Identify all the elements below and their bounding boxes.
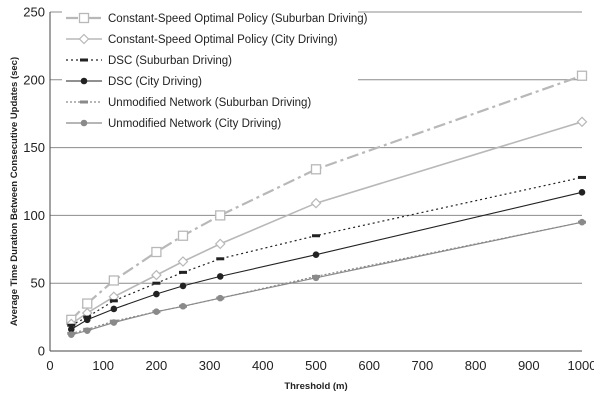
data-point [216,257,225,261]
data-point [153,308,160,315]
legend-entry-bg [62,115,358,131]
data-point [110,305,118,313]
series-line [70,121,583,325]
y-tick-label: 50 [31,276,45,291]
legend-entry-bg [62,10,358,26]
x-tick-label: 700 [412,358,434,373]
series [67,175,586,327]
data-point [110,319,118,326]
x-tick-label: 0 [46,358,53,373]
data-point [67,323,76,327]
x-tick-label: 300 [199,358,221,373]
x-tick-label: 200 [146,358,168,373]
data-point [152,281,161,285]
data-point [153,290,160,298]
legend-label: Unmodified Network (Suburban Driving) [108,97,311,109]
y-tick-label: 150 [23,140,45,155]
x-tick-label: 400 [252,358,274,373]
x-tick-label: 100 [92,358,114,373]
data-point [83,327,91,334]
data-point [214,238,226,250]
legend-label: DSC (City Driving) [108,76,202,88]
data-point [78,12,90,24]
series-line [71,221,583,334]
data-point [312,234,320,238]
data-point [216,294,224,302]
data-point [179,302,187,310]
data-point [215,210,226,221]
x-tick-label: 800 [465,358,487,373]
data-point [108,275,119,286]
x-tick-label: 900 [518,358,540,373]
data-point [310,197,322,209]
data-point [179,270,187,274]
legend-label: Unmodified Network (City Driving) [108,118,281,130]
data-point [576,116,588,128]
series [67,189,586,333]
x-tick-label: 500 [305,358,327,373]
legend-entry: Unmodified Network (City Driving) [62,115,358,131]
data-point [67,326,75,333]
legend-entry: DSC (City Driving) [62,73,358,89]
data-point [312,274,320,282]
data-point [578,218,586,226]
legend-entry-bg [62,73,358,89]
x-tick-label: 1000 [568,358,594,373]
x-tick-label: 600 [358,358,380,373]
data-point [67,331,75,339]
legend-entry: Constant-Speed Optimal Policy (Suburban … [62,10,368,26]
axes [49,12,582,352]
data-point [312,251,320,259]
data-point [179,282,187,290]
y-tick-label: 200 [23,72,45,87]
data-point [80,58,88,62]
data-point [216,273,224,280]
data-point [109,299,118,303]
data-point [151,269,162,281]
data-point [80,100,88,104]
y-tick-label: 250 [23,5,45,20]
data-point [177,256,189,267]
legend-entry: Unmodified Network (Suburban Driving) [62,94,358,110]
data-point [578,175,586,179]
series [65,116,588,330]
data-point [80,119,88,127]
legend: Constant-Speed Optimal Policy (Suburban … [62,10,368,131]
data-point [82,298,93,309]
data-point [177,230,189,241]
legend-label: Constant-Speed Optimal Policy (Suburban … [108,13,368,25]
series-line [71,191,583,330]
series-line [71,176,583,326]
data-point [80,77,88,85]
data-point [151,246,162,258]
series-lines [65,70,588,339]
y-axis-title: Average Time Duration Between Consecutiv… [9,57,20,326]
data-point [78,33,90,45]
legend-entry-bg [62,52,358,68]
legend-entry: Constant-Speed Optimal Policy (City Driv… [62,31,358,47]
x-axis-title: Threshold (m) [284,381,347,392]
data-point [576,70,588,81]
legend-label: Constant-Speed Optimal Policy (City Driv… [108,34,338,46]
tick-labels: 0 50 100 150 200 250 0 100 200 300 400 500 600 700 800… [23,5,594,374]
data-point [578,189,586,196]
legend-label: DSC (Suburban Driving) [108,55,232,67]
legend-entry: DSC (Suburban Driving) [62,52,358,68]
y-tick-label: 0 [38,344,45,359]
y-tick-label: 100 [23,208,45,223]
legend-entry-bg [62,31,358,47]
series [67,218,586,339]
series-line [71,221,583,336]
legend-entry-bg [62,94,358,110]
data-point [310,164,322,175]
data-point [83,316,91,324]
